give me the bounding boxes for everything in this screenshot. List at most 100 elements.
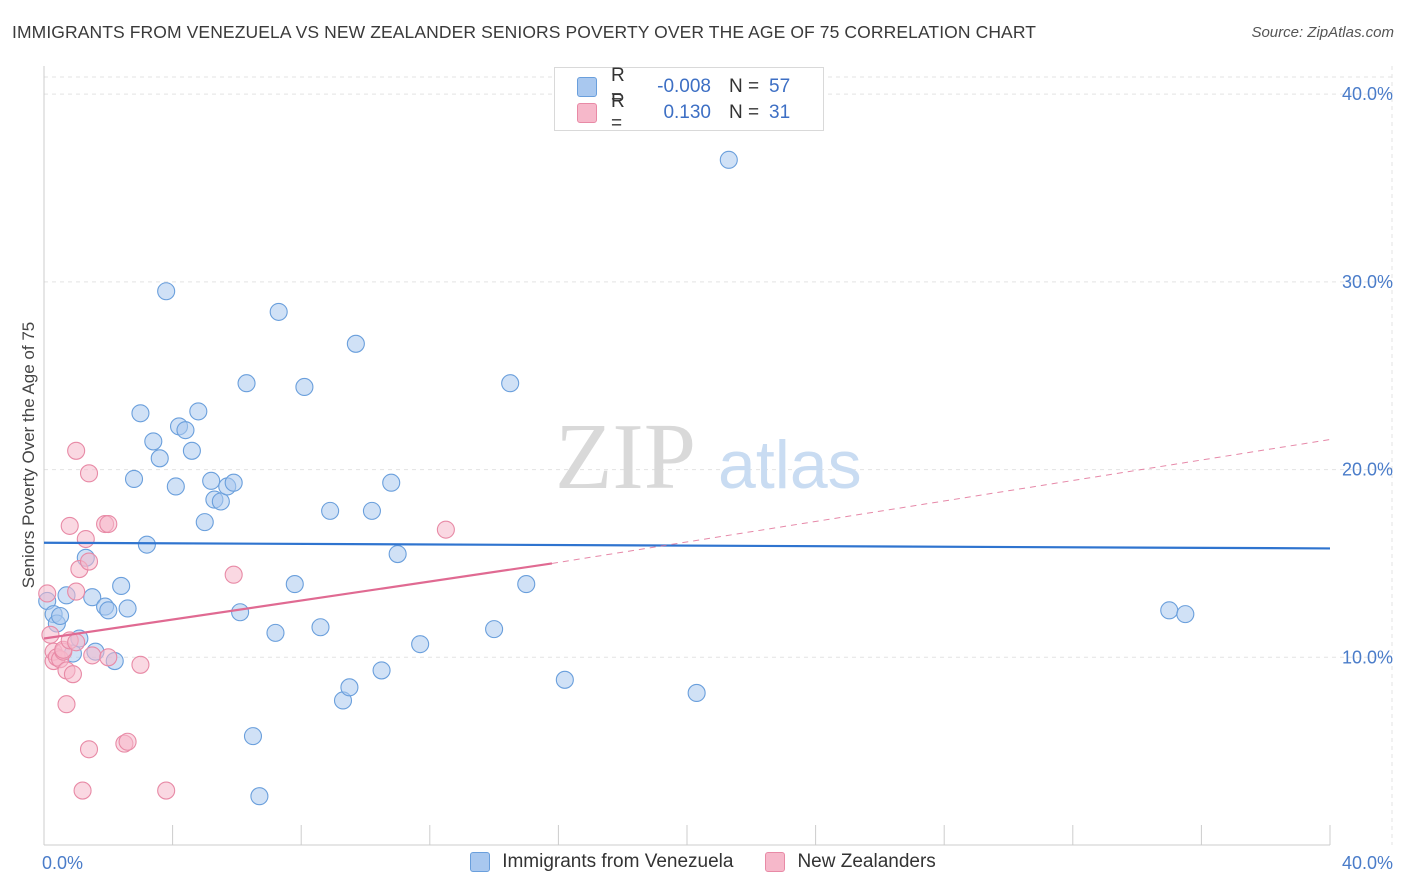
- point-venezuela: [112, 576, 131, 596]
- point-venezuela: [182, 441, 201, 460]
- grid-lines: [44, 66, 1393, 845]
- point-new-zealander: [67, 633, 86, 652]
- point-venezuela: [285, 575, 304, 594]
- watermark-zip: ZIP: [555, 405, 696, 509]
- series-legend: Immigrants from Venezuela New Zealanders: [0, 851, 1406, 873]
- point-new-zealander: [157, 781, 176, 800]
- stats-legend: R = -0.008 N = 57 R = 0.130 N = 31: [554, 65, 824, 134]
- point-venezuela: [719, 150, 738, 169]
- point-venezuela: [269, 302, 288, 321]
- y-tick-label: 20.0%: [1342, 460, 1393, 480]
- legend-label-new-zealanders: New Zealanders: [797, 851, 936, 872]
- y-tick-label: 10.0%: [1342, 647, 1393, 667]
- point-new-zealander: [67, 441, 86, 460]
- point-venezuela: [1160, 601, 1179, 620]
- chart-title: IMMIGRANTS FROM VENEZUELA VS NEW ZEALAND…: [12, 22, 1037, 42]
- x-tick-label: 40.0%: [1342, 853, 1393, 873]
- point-new-zealander: [63, 665, 82, 684]
- point-new-zealander: [83, 646, 102, 665]
- legend-r-label: R =: [611, 91, 625, 134]
- point-venezuela: [176, 421, 195, 440]
- point-venezuela: [131, 404, 150, 423]
- point-new-zealander: [60, 516, 79, 535]
- point-venezuela: [195, 513, 214, 532]
- point-new-zealander: [131, 655, 150, 674]
- point-venezuela: [51, 606, 70, 626]
- trend-line-venezuela: [43, 541, 1331, 550]
- point-venezuela: [321, 501, 340, 520]
- legend-swatch-blue: [577, 77, 597, 97]
- point-venezuela: [224, 473, 243, 492]
- watermark-atlas: atlas: [718, 427, 862, 503]
- point-new-zealander: [57, 695, 76, 714]
- legend-n-label: N =: [729, 102, 760, 123]
- legend-r-value: 0.130: [663, 102, 711, 123]
- legend-label-venezuela: Immigrants from Venezuela: [502, 851, 734, 872]
- point-venezuela: [99, 601, 118, 620]
- point-new-zealander: [99, 514, 118, 534]
- point-new-zealander: [41, 625, 60, 644]
- legend-swatch-pink: [765, 852, 786, 872]
- point-venezuela: [250, 787, 269, 806]
- legend-n-value: 31: [769, 102, 791, 123]
- legend-item-new-zealanders: New Zealanders: [765, 851, 936, 873]
- point-new-zealander: [99, 648, 118, 667]
- point-new-zealander: [76, 529, 95, 549]
- point-venezuela: [266, 623, 285, 642]
- legend-n-value: 57: [769, 76, 791, 97]
- point-venezuela: [124, 469, 144, 489]
- point-venezuela: [157, 282, 176, 301]
- legend-r-label: R =: [611, 65, 625, 108]
- point-new-zealander: [436, 520, 455, 539]
- point-venezuela: [340, 678, 359, 697]
- point-venezuela: [362, 501, 381, 520]
- point-venezuela: [388, 544, 407, 564]
- axes: [43, 66, 1331, 846]
- point-new-zealander: [79, 740, 99, 759]
- y-tick-label: 40.0%: [1342, 84, 1393, 104]
- point-venezuela: [295, 377, 314, 397]
- point-venezuela: [1176, 605, 1195, 624]
- point-venezuela: [211, 492, 230, 511]
- point-new-zealander: [79, 552, 99, 571]
- x-tick-label: 0.0%: [42, 853, 83, 873]
- point-venezuela: [137, 535, 156, 554]
- point-new-zealander: [38, 584, 57, 603]
- point-venezuela: [555, 670, 574, 689]
- point-venezuela: [346, 334, 365, 353]
- point-venezuela: [118, 599, 137, 618]
- point-venezuela: [189, 402, 208, 421]
- watermark: ZIP atlas: [555, 405, 862, 509]
- point-venezuela: [501, 374, 520, 393]
- point-venezuela: [517, 575, 536, 594]
- data-points: [38, 150, 1195, 806]
- legend-row-venezuela: R = -0.008 N = 57: [577, 65, 791, 108]
- trend-line-new-zealanders: [43, 562, 553, 640]
- source-label: Source: ZipAtlas.com: [1251, 24, 1394, 41]
- point-new-zealander: [79, 464, 99, 483]
- legend-swatch-blue: [470, 852, 491, 872]
- point-venezuela: [243, 727, 263, 746]
- legend-swatch-pink: [577, 103, 597, 123]
- point-venezuela: [382, 473, 401, 492]
- legend-r-value: -0.008: [657, 76, 711, 97]
- trend-lines: [43, 439, 1331, 640]
- point-venezuela: [485, 620, 504, 639]
- legend-n-label: N =: [729, 76, 760, 97]
- point-venezuela: [237, 374, 256, 393]
- tick-labels: 10.0% 20.0% 30.0% 40.0% 0.0% 40.0%: [42, 84, 1393, 873]
- point-venezuela: [150, 449, 169, 468]
- point-new-zealander: [118, 732, 137, 751]
- point-new-zealander: [73, 781, 92, 800]
- y-tick-label: 30.0%: [1342, 272, 1393, 292]
- legend-item-venezuela: Immigrants from Venezuela: [470, 851, 733, 873]
- point-venezuela: [166, 477, 185, 496]
- point-new-zealander: [224, 565, 243, 584]
- point-venezuela: [144, 432, 163, 451]
- point-new-zealander: [67, 582, 86, 601]
- point-venezuela: [311, 618, 330, 637]
- point-venezuela: [687, 683, 706, 703]
- legend-row-new-zealanders: R = 0.130 N = 31: [577, 91, 791, 134]
- point-venezuela: [202, 471, 221, 490]
